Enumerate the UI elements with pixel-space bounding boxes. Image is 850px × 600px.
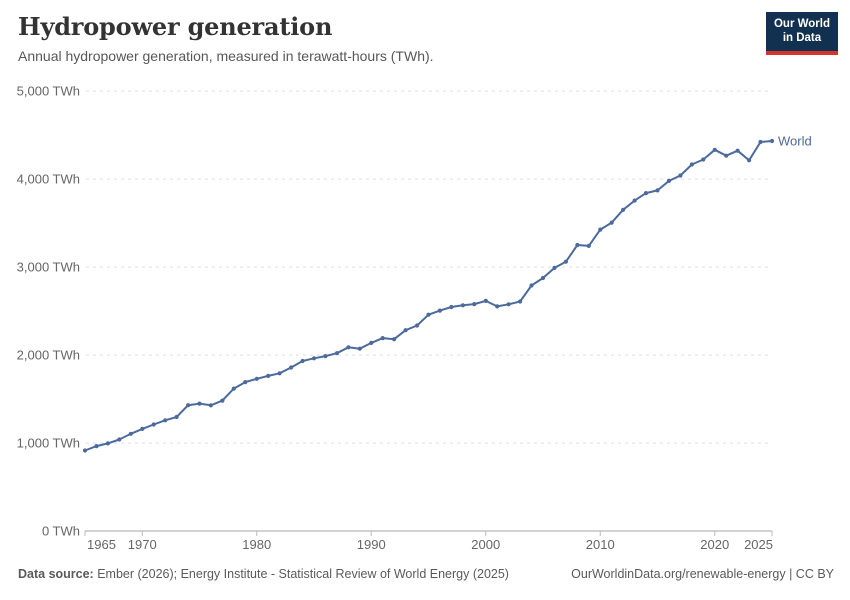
x-tick-label: 1990 (357, 537, 386, 552)
data-point (426, 312, 431, 317)
data-point (449, 304, 454, 310)
data-point (678, 173, 683, 178)
y-tick-label: 4,000 TWh (17, 172, 80, 187)
data-point (540, 275, 546, 281)
data-point (666, 178, 672, 183)
data-point (460, 303, 465, 308)
x-tick-label: 2000 (471, 537, 500, 552)
data-point (529, 283, 534, 288)
y-tick-label: 2,000 TWh (17, 348, 80, 363)
data-point (632, 198, 637, 203)
page-title: Hydropower generation (18, 12, 333, 41)
data-point (758, 139, 763, 145)
data-point (346, 345, 351, 350)
data-point (254, 376, 259, 381)
y-tick-label: 1,000 TWh (17, 436, 80, 451)
x-tick-label: 1970 (128, 537, 157, 552)
data-point (712, 147, 717, 152)
data-point (403, 328, 408, 333)
data-point (289, 365, 294, 370)
data-point (472, 302, 477, 307)
data-source-label: Data source: (18, 567, 94, 581)
data-point (220, 398, 225, 403)
data-point (575, 242, 580, 248)
data-point (380, 336, 385, 341)
data-point (163, 418, 168, 423)
data-point (437, 308, 442, 313)
data-point (311, 356, 317, 361)
y-tick-label: 3,000 TWh (17, 260, 80, 275)
data-point (266, 373, 271, 378)
data-point (277, 371, 282, 376)
data-point (598, 227, 603, 232)
x-tick-label: 2010 (586, 537, 615, 552)
chart-footer: Data source: Ember (2026); Energy Instit… (18, 567, 834, 581)
data-point (334, 351, 339, 356)
owid-logo[interactable]: Our World in Data (765, 12, 838, 55)
x-tick-label: 1980 (242, 537, 271, 552)
data-point (586, 243, 591, 248)
data-point (769, 138, 775, 144)
data-point (483, 298, 488, 303)
data-point (621, 207, 626, 212)
x-tick-label: 2020 (700, 537, 729, 552)
data-point (735, 148, 740, 153)
data-point (151, 422, 156, 427)
data-point (563, 259, 569, 264)
chart-header: Hydropower generation Annual hydropower … (18, 12, 838, 64)
data-point (357, 346, 362, 351)
data-point (140, 426, 145, 431)
x-tick-label: 1965 (87, 537, 116, 552)
data-point (506, 302, 511, 307)
data-point (689, 162, 695, 167)
data-source-note: Data source: Ember (2026); Energy Instit… (18, 567, 509, 581)
footer-link[interactable]: OurWorldinData.org/renewable-energy | CC… (571, 567, 834, 581)
data-point (174, 414, 179, 420)
data-point (117, 437, 122, 442)
data-point (105, 441, 110, 446)
y-tick-label: 5,000 TWh (17, 84, 80, 99)
data-point (392, 337, 397, 342)
data-point (94, 444, 99, 449)
data-point (231, 386, 236, 391)
data-point (300, 358, 305, 364)
data-point (82, 448, 88, 453)
data-point (208, 403, 213, 408)
data-point (724, 153, 729, 158)
data-point (369, 340, 374, 345)
data-point (415, 323, 420, 328)
data-point (128, 431, 133, 436)
data-point (747, 158, 752, 163)
data-point (323, 354, 328, 359)
y-tick-label: 0 TWh (42, 524, 80, 539)
data-point (243, 380, 248, 385)
data-point (186, 403, 191, 408)
data-point (552, 265, 557, 270)
data-point (643, 191, 649, 196)
data-source-text: Ember (2026); Energy Institute - Statist… (93, 567, 509, 581)
data-point (495, 304, 500, 309)
data-point (655, 188, 660, 193)
logo-line1: Our World (773, 18, 830, 30)
series-label-world: World (778, 133, 812, 148)
data-point (518, 299, 523, 304)
data-point (609, 220, 614, 225)
logo-line2: in Data (782, 32, 822, 45)
x-tick-label: 2025 (744, 537, 773, 552)
chart-subtitle: Annual hydropower generation, measured i… (18, 48, 434, 64)
line-chart: 0 TWh 1,000 TWh 2,000 TWh 3,000 TWh 4,000 TW… (17, 84, 812, 553)
data-point (701, 157, 706, 162)
data-point (197, 401, 202, 406)
